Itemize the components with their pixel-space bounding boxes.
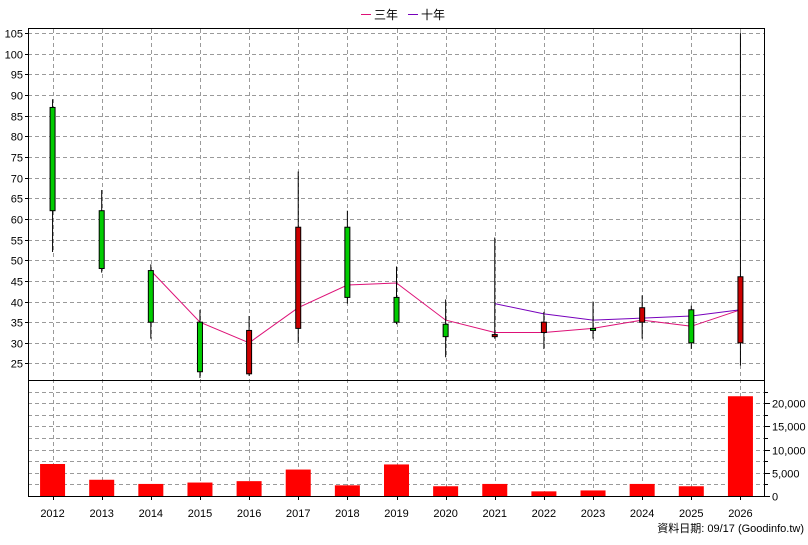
candle-body <box>688 309 695 344</box>
y-tick-label: 105 <box>5 29 23 41</box>
y-tick-label: 50 <box>11 256 23 268</box>
x-tick-label: 2017 <box>286 508 310 520</box>
volume-tick-label: 5,000 <box>772 469 800 481</box>
x-tick-label: 2015 <box>188 508 212 520</box>
legend-label: 三年 <box>374 8 398 22</box>
y-tick-label: 70 <box>11 174 23 186</box>
x-tick-label: 2021 <box>483 508 507 520</box>
x-tick-label: 2026 <box>728 508 752 520</box>
y-tick-label: 40 <box>11 298 23 310</box>
volume-tick-label: 0 <box>772 492 778 504</box>
volume-bar <box>629 483 655 496</box>
y-tick-label: 75 <box>11 153 23 165</box>
y-tick-label: 35 <box>11 318 23 330</box>
candle-body <box>639 307 646 323</box>
volume-tick-label: 15,000 <box>772 422 806 434</box>
x-tick-label: 2014 <box>139 508 163 520</box>
candle-body <box>147 270 154 323</box>
x-tick-label: 2024 <box>630 508 654 520</box>
candle-body <box>540 321 547 334</box>
volume-bar <box>138 483 164 496</box>
volume-bar <box>334 485 360 496</box>
y-tick-label: 45 <box>11 277 23 289</box>
y-tick-label: 95 <box>11 70 23 82</box>
volume-bar <box>187 482 213 496</box>
volume-bar <box>285 469 311 496</box>
x-tick-label: 2025 <box>679 508 703 520</box>
candle-body <box>196 321 203 373</box>
x-tick-label: 2018 <box>335 508 359 520</box>
volume-bar <box>433 486 459 496</box>
plot-frame <box>28 28 765 497</box>
y-tick-label: 25 <box>11 359 23 371</box>
x-tick-label: 2023 <box>581 508 605 520</box>
candle-body <box>590 327 597 331</box>
volume-bar <box>580 490 606 496</box>
volume-bar <box>89 479 115 496</box>
volume-tick-label: 10,000 <box>772 446 806 458</box>
candle-body <box>295 226 302 329</box>
candle-body <box>737 276 744 344</box>
y-tick-label: 90 <box>11 91 23 103</box>
y-tick-label: 80 <box>11 132 23 144</box>
volume-bar <box>384 464 409 496</box>
candle-body <box>491 334 498 338</box>
volume-bar <box>236 481 262 496</box>
x-axis-ticks: 2012 2013 2014 2015 2016 2017 2018 2019 2020 2021… <box>40 496 753 520</box>
legend-label: 十年 <box>421 8 445 22</box>
price-axis-ticks: 25 30 35 40 45 50 55 60 65 70 75 80 85 90 95 100 105 <box>5 29 28 371</box>
volume-bar <box>40 463 66 496</box>
x-tick-label: 2012 <box>40 508 64 520</box>
x-tick-label: 2022 <box>532 508 556 520</box>
x-tick-label: 2020 <box>433 508 457 520</box>
x-tick-label: 2013 <box>89 508 113 520</box>
price-candles <box>49 33 744 378</box>
y-tick-label: 60 <box>11 215 23 227</box>
price-grid <box>28 29 765 496</box>
volume-bar <box>727 396 753 496</box>
volume-bar <box>678 486 704 496</box>
series-line <box>494 303 741 321</box>
footer-source-label: 資料日期: 09/17 (Goodinfo.tw) <box>657 521 804 535</box>
volume-tick-label: 20,000 <box>772 399 806 411</box>
volume-bars <box>40 396 753 496</box>
candle-body <box>442 323 449 338</box>
y-tick-label: 30 <box>11 339 23 351</box>
y-tick-label: 100 <box>5 50 23 62</box>
y-tick-label: 55 <box>11 236 23 248</box>
candle-body <box>98 210 105 270</box>
x-tick-label: 2016 <box>237 508 261 520</box>
x-tick-label: 2019 <box>384 508 408 520</box>
y-tick-label: 85 <box>11 112 23 124</box>
volume-bar <box>482 483 508 496</box>
candle-body <box>393 296 400 323</box>
candle-body <box>49 106 56 212</box>
legend: 三年 十年 <box>361 8 445 22</box>
volume-bar <box>531 491 557 496</box>
candle-body <box>246 329 253 375</box>
candle-body <box>344 226 351 298</box>
y-tick-label: 65 <box>11 194 23 206</box>
volume-axis-ticks: 0 5,000 10,000 15,000 20,000 <box>765 392 806 504</box>
